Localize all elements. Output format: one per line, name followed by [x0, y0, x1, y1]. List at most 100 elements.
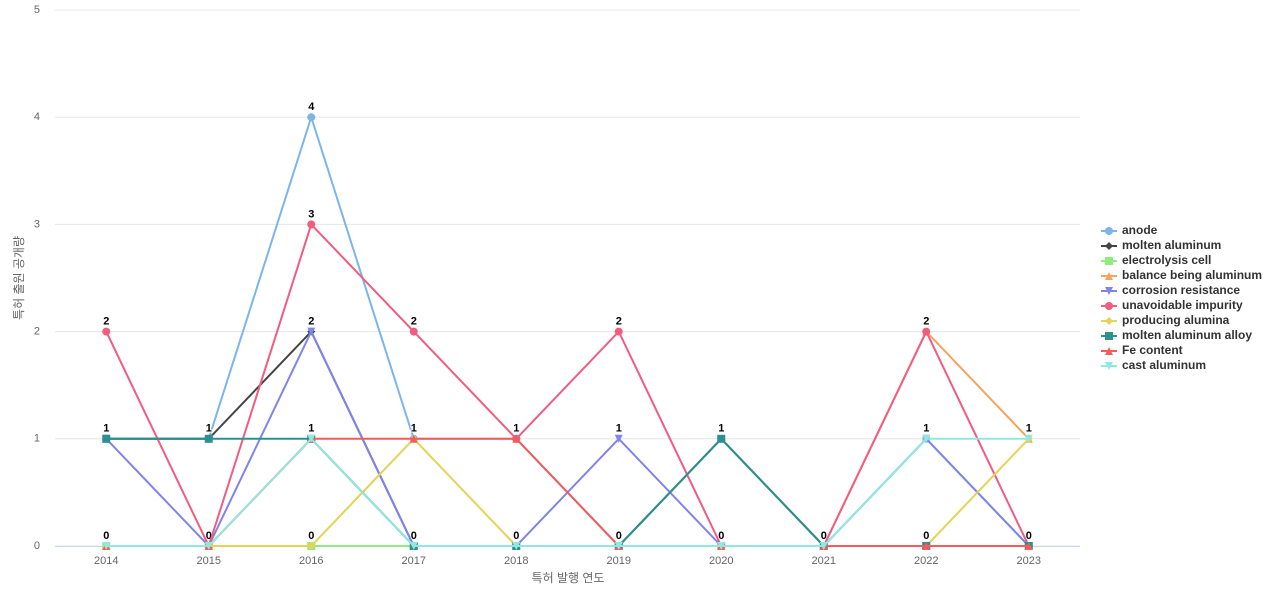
marker: [1105, 302, 1113, 310]
data-label: 0: [411, 530, 417, 542]
marker: [1105, 287, 1113, 295]
marker: [1105, 317, 1113, 325]
data-label: 0: [616, 530, 622, 542]
legend-item[interactable]: electrolysis cell: [1101, 253, 1211, 267]
marker: [614, 434, 623, 443]
data-label: 1: [1026, 423, 1032, 435]
data-label: 2: [308, 316, 314, 328]
data-label: 3: [308, 208, 314, 220]
data-label: 0: [513, 530, 519, 542]
legend-label: balance being aluminum: [1122, 268, 1262, 282]
legend-label: electrolysis cell: [1122, 253, 1211, 267]
y-tick-label: 0: [34, 540, 40, 552]
marker: [307, 327, 316, 336]
x-tick-label: 2018: [504, 555, 528, 567]
marker: [1105, 272, 1113, 280]
data-label: 0: [821, 530, 827, 542]
marker: [1105, 332, 1113, 340]
data-label: 1: [206, 423, 212, 435]
x-tick-label: 2021: [812, 555, 836, 567]
marker: [512, 542, 521, 550]
x-tick-label: 2022: [914, 555, 938, 567]
legend-label: unavoidable impurity: [1122, 298, 1243, 312]
x-axis-title: 특허 발행 연도: [532, 570, 605, 585]
legend-item[interactable]: Fe content: [1101, 343, 1183, 357]
marker: [1024, 542, 1033, 550]
data-label: 1: [308, 423, 314, 435]
legend-item[interactable]: balance being aluminum: [1101, 268, 1262, 282]
legend-item[interactable]: cast aluminum: [1101, 358, 1206, 372]
x-tick-label: 2019: [607, 555, 631, 567]
data-label: 2: [103, 316, 109, 328]
data-label: 2: [616, 316, 622, 328]
x-tick-label: 2017: [402, 555, 426, 567]
legend-label: molten aluminum: [1122, 238, 1221, 252]
legend-item[interactable]: producing alumina: [1101, 313, 1230, 327]
marker: [307, 542, 316, 550]
marker: [1105, 347, 1113, 355]
marker: [614, 327, 623, 336]
y-tick-label: 2: [34, 326, 40, 338]
legend-item[interactable]: molten aluminum: [1101, 238, 1221, 252]
x-tick-label: 2020: [709, 555, 733, 567]
data-label: 1: [923, 423, 929, 435]
marker: [512, 434, 521, 443]
marker: [922, 542, 931, 550]
legend-label: anode: [1122, 223, 1158, 237]
marker: [819, 542, 828, 550]
marker: [922, 434, 931, 443]
marker: [409, 542, 418, 550]
data-label: 0: [923, 530, 929, 542]
y-tick-label: 1: [34, 433, 40, 445]
data-label: 0: [103, 530, 109, 542]
data-label: 1: [718, 423, 724, 435]
data-label: 1: [411, 423, 417, 435]
data-label: 0: [718, 530, 724, 542]
legend-label: molten aluminum alloy: [1122, 328, 1252, 342]
data-label: 0: [1026, 530, 1032, 542]
marker: [1105, 227, 1113, 235]
marker: [307, 113, 316, 122]
data-label: 1: [103, 423, 109, 435]
marker: [717, 542, 726, 550]
data-label: 1: [616, 423, 622, 435]
y-axis-title: 특허 출원 공개량: [12, 236, 26, 320]
legend-label: Fe content: [1122, 343, 1183, 357]
x-tick-label: 2014: [94, 555, 118, 567]
data-label: 1: [513, 423, 519, 435]
data-label: 2: [411, 316, 417, 328]
marker: [922, 327, 931, 336]
marker: [204, 434, 213, 443]
y-tick-label: 4: [34, 111, 40, 123]
marker: [409, 434, 418, 443]
marker: [1024, 434, 1033, 443]
data-label: 0: [206, 530, 212, 542]
data-label: 2: [923, 316, 929, 328]
x-tick-label: 2016: [299, 555, 323, 567]
marker: [1105, 242, 1113, 250]
data-label: 0: [308, 530, 314, 542]
legend-item[interactable]: anode: [1101, 223, 1158, 237]
x-tick-label: 2023: [1017, 555, 1041, 567]
marker: [307, 434, 316, 443]
marker: [1105, 257, 1113, 265]
legend-item[interactable]: corrosion resistance: [1101, 283, 1240, 297]
legend-label: cast aluminum: [1122, 358, 1206, 372]
marker: [717, 434, 726, 443]
marker: [307, 220, 316, 229]
marker: [1105, 362, 1113, 370]
y-tick-label: 5: [34, 4, 40, 16]
series-line: [106, 437, 1029, 547]
series-line: [105, 222, 1030, 549]
marker: [102, 434, 111, 443]
legend-item[interactable]: unavoidable impurity: [1101, 298, 1243, 312]
marker: [102, 542, 111, 550]
y-tick-label: 3: [34, 218, 40, 230]
legend-label: producing alumina: [1122, 313, 1230, 327]
legend-item[interactable]: molten aluminum alloy: [1101, 328, 1252, 342]
series-line: [106, 437, 1029, 547]
legend-label: corrosion resistance: [1122, 283, 1240, 297]
marker: [102, 327, 111, 336]
marker: [204, 542, 213, 550]
